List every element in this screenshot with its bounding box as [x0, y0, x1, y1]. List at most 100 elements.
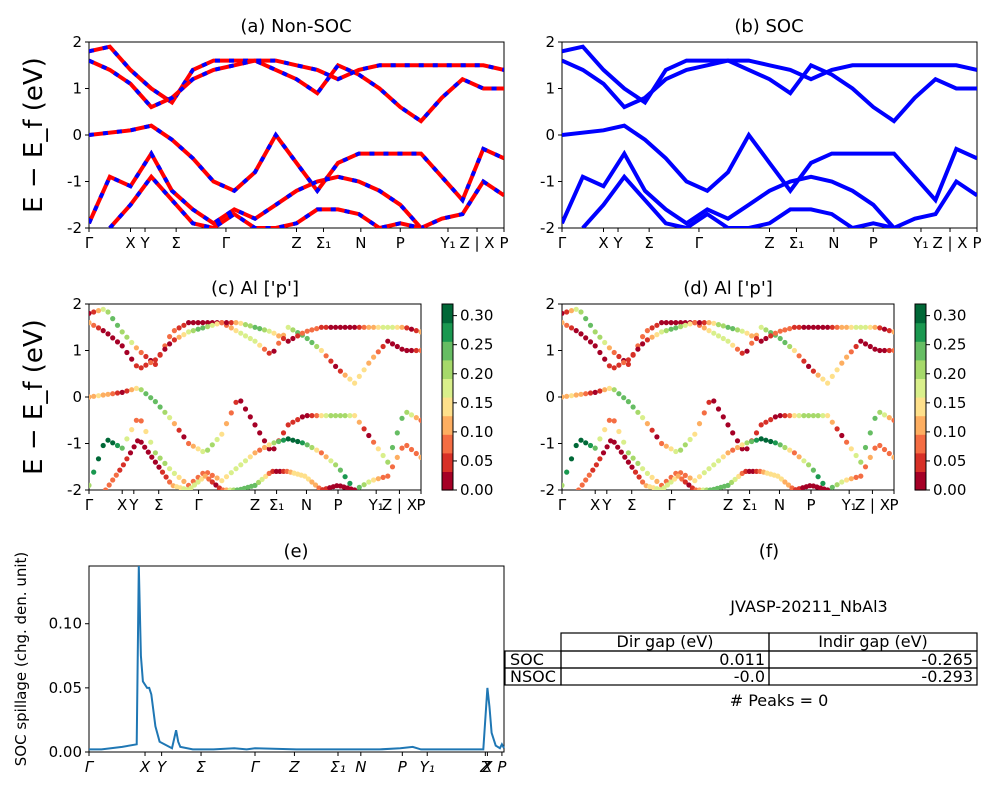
band-point	[202, 473, 208, 479]
band-point	[148, 359, 154, 366]
band-point	[568, 393, 575, 399]
band-point	[573, 392, 579, 398]
band-point	[219, 478, 225, 484]
panel-c-title: (c) Al ['p']	[211, 278, 299, 299]
band-point	[732, 476, 738, 482]
band-point	[886, 450, 892, 457]
band-point	[394, 430, 400, 436]
colorbar-tick-label: 0.20	[460, 365, 493, 383]
band-point	[129, 356, 135, 362]
band-point	[190, 328, 196, 334]
band-point	[276, 333, 282, 339]
band-point	[787, 447, 793, 453]
band-point	[352, 413, 358, 419]
band-point	[568, 308, 575, 314]
band-point	[380, 324, 386, 330]
band-point	[242, 458, 249, 464]
band-point	[138, 349, 144, 356]
band-point	[844, 324, 850, 330]
band-point	[810, 368, 817, 374]
band-point	[872, 415, 878, 421]
band-point	[366, 479, 372, 485]
band-point	[305, 476, 311, 482]
band-point	[810, 413, 817, 419]
band-point	[318, 450, 324, 456]
band-point	[337, 467, 343, 473]
band-point	[820, 376, 826, 382]
band-point	[834, 324, 840, 330]
band-point	[119, 445, 125, 451]
band-point	[839, 324, 845, 330]
band-area	[89, 44, 504, 228]
band-point	[782, 479, 788, 485]
band-point	[114, 390, 121, 396]
x-tick-label: Γ	[558, 496, 567, 514]
x-tick-label: Σ	[644, 234, 653, 252]
band-point	[276, 340, 282, 346]
band-point	[848, 476, 854, 482]
band-point	[848, 349, 854, 355]
band-point	[825, 380, 831, 386]
band-point	[399, 346, 405, 352]
band-point	[725, 422, 731, 428]
band-point	[687, 475, 693, 481]
band-point	[167, 334, 173, 340]
band-point	[729, 479, 735, 485]
band-point	[749, 340, 755, 346]
band-point	[375, 324, 381, 330]
band-point	[404, 409, 410, 415]
x-tick-label: P	[416, 496, 425, 514]
band-point	[152, 450, 158, 456]
x-tick-label: Σ	[171, 234, 180, 252]
plot-frame	[561, 41, 978, 229]
panel-a-title: (a) Non-SOC	[240, 16, 351, 37]
band-point	[758, 338, 764, 344]
band-area	[89, 306, 421, 490]
band-point	[261, 346, 268, 352]
peaks-count: # Peaks = 0	[730, 691, 829, 710]
band-point	[385, 338, 391, 344]
band-point	[853, 343, 859, 350]
band-point	[611, 365, 617, 371]
colorbar-segment	[442, 434, 453, 454]
band-point	[777, 335, 783, 342]
band-point	[649, 325, 655, 331]
y-tick-label: -1	[540, 435, 555, 453]
band-point	[110, 316, 116, 322]
band-point	[318, 347, 324, 354]
band-point	[720, 414, 726, 420]
band-point	[763, 335, 769, 342]
band-point	[276, 438, 282, 445]
band-point	[616, 353, 622, 360]
row-soc-dir: 0.011	[719, 650, 765, 669]
x-tick-label: Y₁	[420, 758, 435, 776]
band-point	[167, 415, 173, 421]
colorbar-tick-label: 0.20	[933, 365, 966, 383]
band-point	[91, 322, 97, 328]
band-point	[604, 444, 610, 450]
band-line-dash	[89, 44, 504, 124]
band-point	[611, 349, 617, 356]
band-point	[593, 462, 600, 468]
colorbar-tick-label: 0.30	[460, 307, 493, 325]
band-point	[219, 431, 225, 437]
band-point	[621, 359, 627, 366]
band-point	[309, 327, 315, 333]
x-tick-label: P	[398, 758, 408, 776]
band-point	[408, 326, 415, 332]
colorbar-segment	[915, 359, 926, 379]
band-point	[622, 454, 628, 460]
band-point	[758, 422, 764, 428]
band-point	[257, 326, 263, 332]
band-point	[133, 385, 139, 391]
y-tick-label: 0	[545, 126, 555, 144]
band-point	[583, 316, 589, 322]
band-point	[157, 404, 163, 410]
colorbar-segment	[915, 341, 926, 361]
band-point	[611, 439, 617, 445]
band-point	[323, 454, 329, 460]
band-point	[124, 456, 130, 462]
band-point	[881, 446, 888, 453]
band-point	[687, 436, 693, 443]
